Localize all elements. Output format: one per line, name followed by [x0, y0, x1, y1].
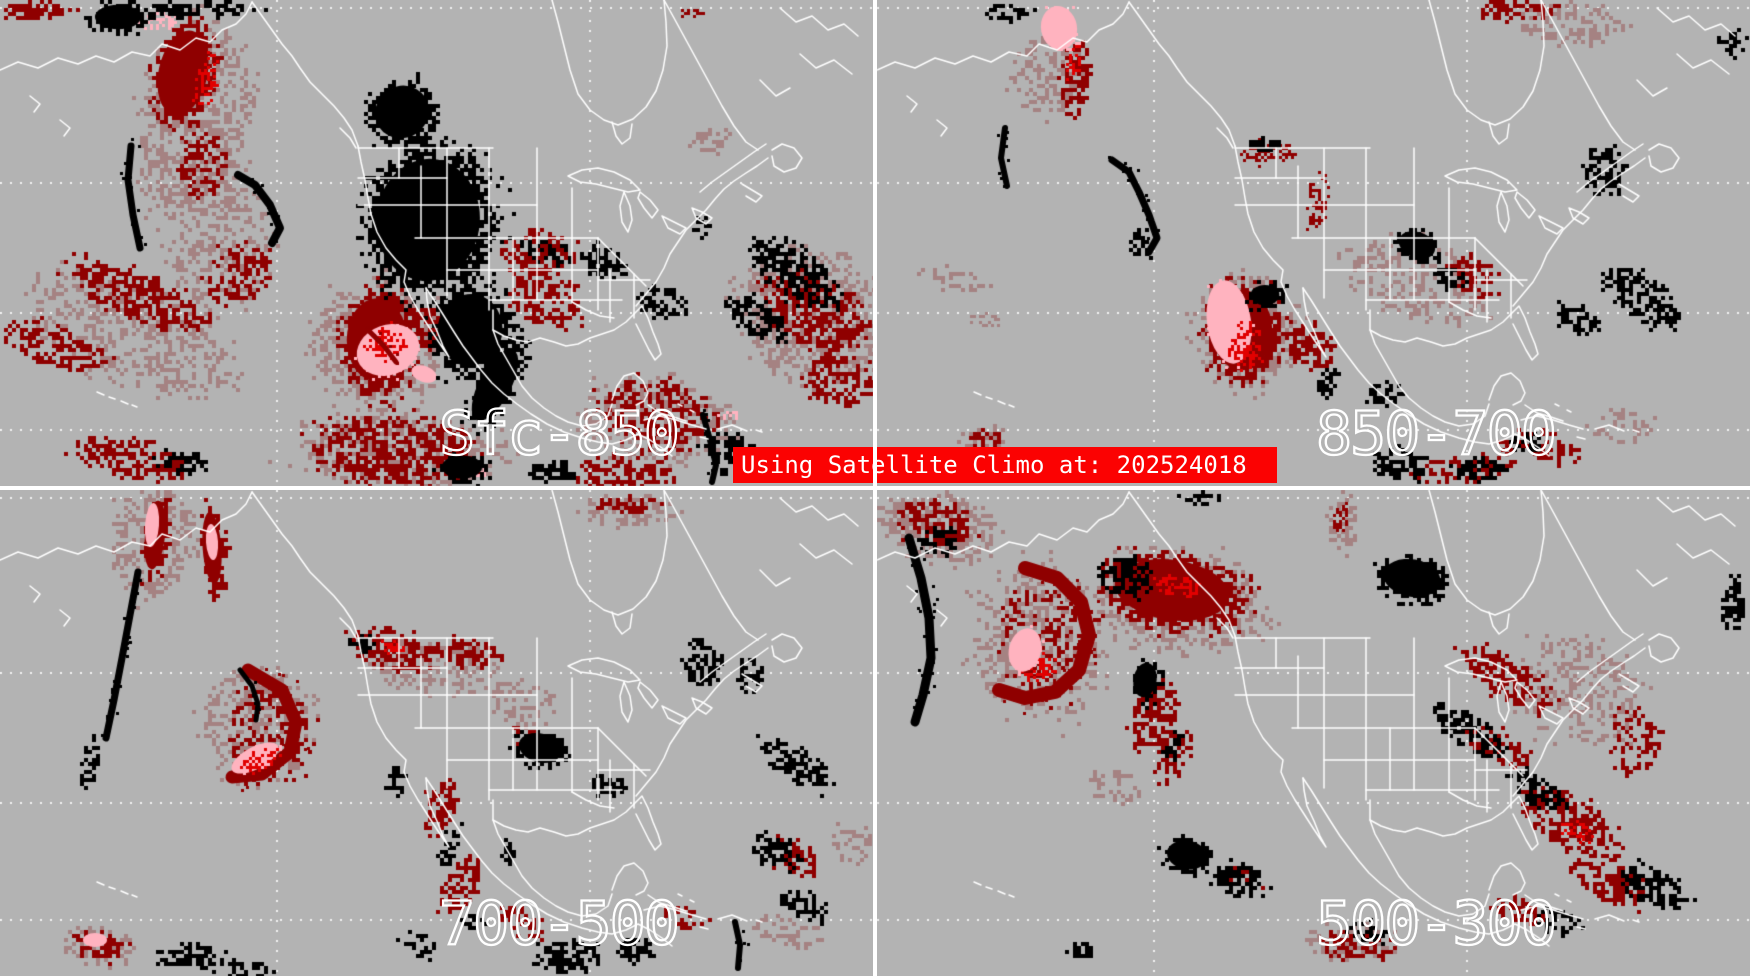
panel-divider-horizontal — [0, 486, 1750, 490]
panel-700-500 — [0, 490, 873, 976]
timestamp-banner: Using Satellite Climo at: 202524018 — [733, 447, 1277, 483]
panel-sfc-850 — [0, 0, 873, 486]
panel-500-300 — [877, 490, 1750, 976]
panel-850-700 — [877, 0, 1750, 486]
timestamp-text: Using Satellite Climo at: 202524018 — [741, 451, 1247, 479]
